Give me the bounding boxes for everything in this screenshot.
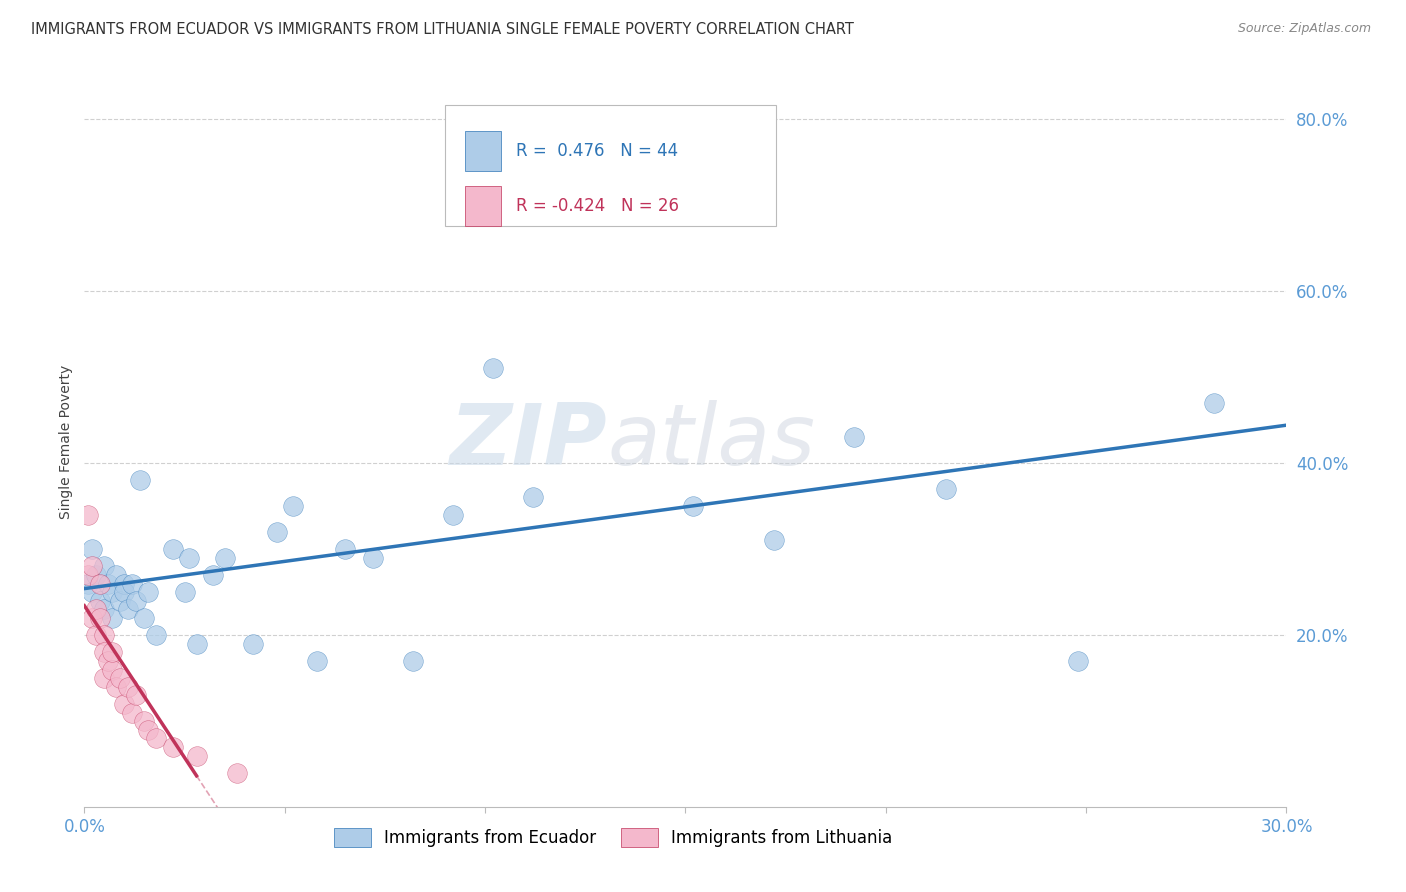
Point xyxy=(134,714,156,729)
Point xyxy=(114,697,135,711)
Point xyxy=(162,542,184,557)
Bar xyxy=(465,186,502,226)
Point xyxy=(1067,654,1090,668)
Point xyxy=(186,748,208,763)
Point xyxy=(110,671,132,685)
Point xyxy=(177,550,200,565)
Point xyxy=(225,765,247,780)
Text: atlas: atlas xyxy=(607,400,815,483)
Point xyxy=(101,663,124,677)
Point xyxy=(82,585,104,599)
Point xyxy=(145,628,167,642)
Point xyxy=(93,671,115,685)
Point xyxy=(101,645,124,659)
Point xyxy=(114,585,135,599)
Point xyxy=(125,689,148,703)
Point xyxy=(305,654,328,668)
Point xyxy=(97,576,120,591)
Point xyxy=(1204,396,1226,410)
Point xyxy=(105,568,128,582)
Text: IMMIGRANTS FROM ECUADOR VS IMMIGRANTS FROM LITHUANIA SINGLE FEMALE POVERTY CORRE: IMMIGRANTS FROM ECUADOR VS IMMIGRANTS FR… xyxy=(31,22,853,37)
Point xyxy=(266,524,288,539)
Point xyxy=(333,542,356,557)
Point xyxy=(101,585,124,599)
Point xyxy=(117,602,139,616)
Point xyxy=(77,576,100,591)
Point xyxy=(186,637,208,651)
Point xyxy=(173,585,195,599)
Point xyxy=(121,706,143,720)
Point xyxy=(110,593,132,607)
Point xyxy=(602,206,624,220)
Point xyxy=(682,499,704,513)
Point xyxy=(101,611,124,625)
Point xyxy=(121,576,143,591)
Point xyxy=(89,593,111,607)
Point xyxy=(935,482,957,496)
Point xyxy=(105,680,128,694)
Y-axis label: Single Female Poverty: Single Female Poverty xyxy=(59,365,73,518)
Point xyxy=(842,430,865,444)
Point xyxy=(82,542,104,557)
Text: R =  0.476   N = 44: R = 0.476 N = 44 xyxy=(516,142,678,160)
Point xyxy=(145,731,167,746)
FancyBboxPatch shape xyxy=(446,105,776,226)
Point xyxy=(134,611,156,625)
Point xyxy=(93,645,115,659)
Point xyxy=(361,550,384,565)
Point xyxy=(114,576,135,591)
Point xyxy=(482,361,505,376)
Point xyxy=(129,473,152,487)
Bar xyxy=(465,130,502,171)
Point xyxy=(93,628,115,642)
Point xyxy=(89,576,111,591)
Point xyxy=(138,585,160,599)
Text: Source: ZipAtlas.com: Source: ZipAtlas.com xyxy=(1237,22,1371,36)
Point xyxy=(201,568,224,582)
Point xyxy=(242,637,264,651)
Point xyxy=(162,739,184,754)
Point xyxy=(441,508,464,522)
Point xyxy=(77,568,100,582)
Legend: Immigrants from Ecuador, Immigrants from Lithuania: Immigrants from Ecuador, Immigrants from… xyxy=(328,822,900,854)
Point xyxy=(97,654,120,668)
Point xyxy=(86,602,108,616)
Point xyxy=(117,680,139,694)
Point xyxy=(125,593,148,607)
Point xyxy=(86,628,108,642)
Point xyxy=(93,559,115,574)
Point xyxy=(77,508,100,522)
Point xyxy=(522,491,544,505)
Point xyxy=(402,654,425,668)
Point xyxy=(82,611,104,625)
Text: ZIP: ZIP xyxy=(450,400,607,483)
Point xyxy=(281,499,304,513)
Point xyxy=(214,550,236,565)
Text: R = -0.424   N = 26: R = -0.424 N = 26 xyxy=(516,196,679,214)
Point xyxy=(89,611,111,625)
Point xyxy=(86,568,108,582)
Point xyxy=(762,533,785,548)
Point xyxy=(82,559,104,574)
Point xyxy=(138,723,160,737)
Point xyxy=(93,602,115,616)
